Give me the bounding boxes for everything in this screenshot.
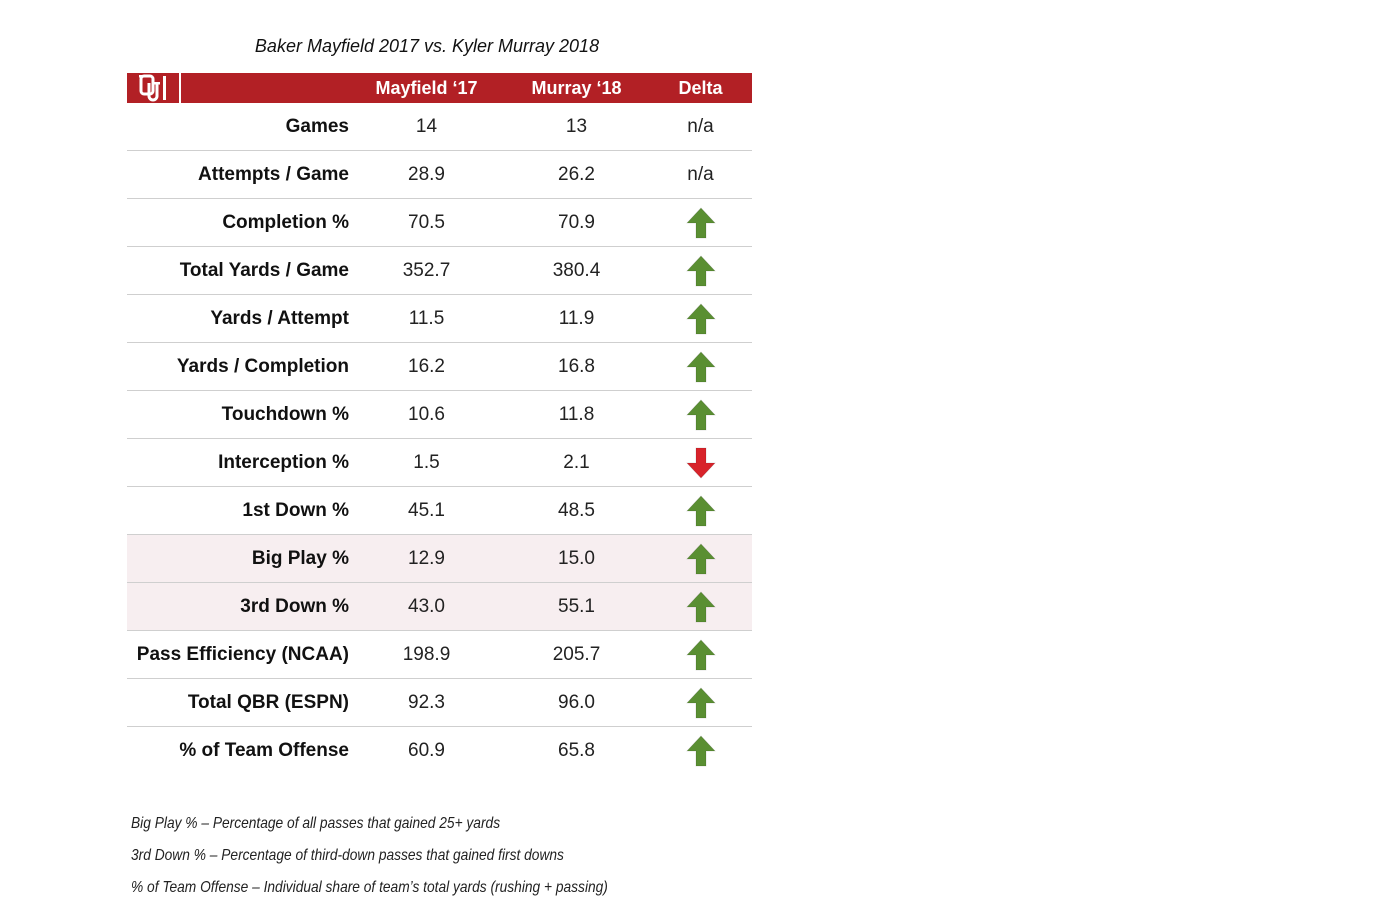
mayfield-value: 198.9 — [402, 643, 451, 665]
murray-value: 96.0 — [558, 691, 595, 713]
ou-logo — [127, 73, 181, 103]
arrow-up-icon — [685, 398, 716, 430]
arrow-up-icon — [685, 638, 716, 670]
table-row: Games 14 13 n/a — [127, 103, 752, 151]
murray-value: 48.5 — [558, 499, 595, 521]
delta-cell — [649, 734, 752, 768]
arrow-up-icon — [685, 542, 716, 574]
stat-label: Yards / Attempt — [210, 307, 349, 329]
stat-label: 1st Down % — [242, 499, 349, 521]
murray-value: 26.2 — [558, 163, 595, 185]
delta-value: n/a — [687, 115, 714, 137]
table-body: Games 14 13 n/a Attempts / Game 28.9 26.2 n/a Co… — [127, 103, 752, 774]
mayfield-value: 10.6 — [408, 403, 445, 425]
stat-label: % of Team Offense — [179, 739, 349, 761]
mayfield-value: 14 — [415, 115, 438, 137]
delta-cell — [649, 542, 752, 576]
murray-value: 70.9 — [558, 211, 595, 233]
mayfield-value: 11.5 — [408, 307, 445, 329]
table-row: Interception % 1.5 2.1 — [127, 439, 752, 487]
mayfield-value: 92.3 — [408, 691, 445, 713]
table-row: Total QBR (ESPN) 92.3 96.0 — [127, 679, 752, 727]
murray-value: 2.1 — [563, 451, 590, 473]
delta-cell — [649, 350, 752, 384]
stat-label: Attempts / Game — [198, 163, 349, 185]
stat-label: Completion % — [222, 211, 349, 233]
murray-value: 205.7 — [552, 643, 601, 665]
murray-value: 11.9 — [558, 307, 595, 329]
footnotes: Big Play % – Percentage of all passes th… — [131, 808, 608, 904]
arrow-up-icon — [685, 590, 716, 622]
arrow-up-icon — [685, 734, 716, 766]
header-mayfield: Mayfield ‘17 — [375, 77, 478, 98]
murray-value: 16.8 — [558, 355, 595, 377]
table-row: Touchdown % 10.6 11.8 — [127, 391, 752, 439]
delta-cell — [649, 686, 752, 720]
delta-cell — [649, 302, 752, 336]
mayfield-value: 16.2 — [408, 355, 445, 377]
table-row: Total Yards / Game 352.7 380.4 — [127, 247, 752, 295]
mayfield-value: 352.7 — [402, 259, 451, 281]
mayfield-value: 28.9 — [408, 163, 445, 185]
table-row: 3rd Down % 43.0 55.1 — [127, 583, 752, 631]
murray-value: 55.1 — [558, 595, 595, 617]
comparison-table: Mayfield ‘17 Murray ‘18 Delta Games 14 13 n… — [127, 73, 752, 774]
chart-title: Baker Mayfield 2017 vs. Kyler Murray 201… — [254, 36, 600, 56]
arrow-up-icon — [685, 302, 716, 334]
table-row: Pass Efficiency (NCAA) 198.9 205.7 — [127, 631, 752, 679]
mayfield-value: 60.9 — [408, 739, 445, 761]
delta-cell — [649, 398, 752, 432]
footnote: Big Play % – Percentage of all passes th… — [131, 815, 501, 832]
arrow-up-icon — [685, 350, 716, 382]
footnote: 3rd Down % – Percentage of third-down pa… — [131, 847, 564, 864]
arrow-down-icon — [685, 447, 716, 479]
table-row: Completion % 70.5 70.9 — [127, 199, 752, 247]
mayfield-value: 12.9 — [408, 547, 445, 569]
stat-label: Touchdown % — [221, 403, 349, 425]
table-row: Attempts / Game 28.9 26.2 n/a — [127, 151, 752, 199]
murray-value: 380.4 — [552, 259, 601, 281]
footnote: % of Team Offense – Individual share of … — [131, 879, 608, 896]
stat-label: Yards / Completion — [176, 355, 349, 377]
stat-label: Pass Efficiency (NCAA) — [136, 643, 349, 665]
header-murray: Murray ‘18 — [531, 77, 622, 98]
delta-cell — [649, 638, 752, 672]
murray-value: 65.8 — [558, 739, 595, 761]
mayfield-value: 45.1 — [408, 499, 445, 521]
stat-label: Total Yards / Game — [179, 259, 349, 281]
delta-cell — [649, 590, 752, 624]
murray-value: 11.8 — [558, 403, 595, 425]
table-header: Mayfield ‘17 Murray ‘18 Delta — [127, 73, 752, 103]
table-row: Yards / Completion 16.2 16.8 — [127, 343, 752, 391]
delta-cell — [649, 446, 752, 480]
arrow-up-icon — [685, 494, 716, 526]
stat-label: Total QBR (ESPN) — [187, 691, 349, 713]
delta-cell — [649, 206, 752, 240]
table-row: 1st Down % 45.1 48.5 — [127, 487, 752, 535]
mayfield-value: 1.5 — [413, 451, 440, 473]
delta-cell — [649, 494, 752, 528]
table-row: Big Play % 12.9 15.0 — [127, 535, 752, 583]
delta-cell — [649, 254, 752, 288]
header-logo-cell — [127, 73, 349, 103]
mayfield-value: 70.5 — [408, 211, 445, 233]
murray-value: 15.0 — [558, 547, 595, 569]
arrow-up-icon — [685, 686, 716, 718]
murray-value: 13 — [565, 115, 588, 137]
stat-label: 3rd Down % — [240, 595, 349, 617]
table-row: Yards / Attempt 11.5 11.9 — [127, 295, 752, 343]
stat-label: Big Play % — [251, 547, 349, 569]
stat-label: Games — [285, 115, 349, 137]
stat-label: Interception % — [218, 451, 349, 473]
header-delta: Delta — [678, 77, 723, 98]
arrow-up-icon — [685, 254, 716, 286]
arrow-up-icon — [685, 206, 716, 238]
mayfield-value: 43.0 — [408, 595, 445, 617]
delta-value: n/a — [687, 163, 714, 185]
ou-logo-icon — [139, 74, 166, 102]
table-row: % of Team Offense 60.9 65.8 — [127, 727, 752, 774]
